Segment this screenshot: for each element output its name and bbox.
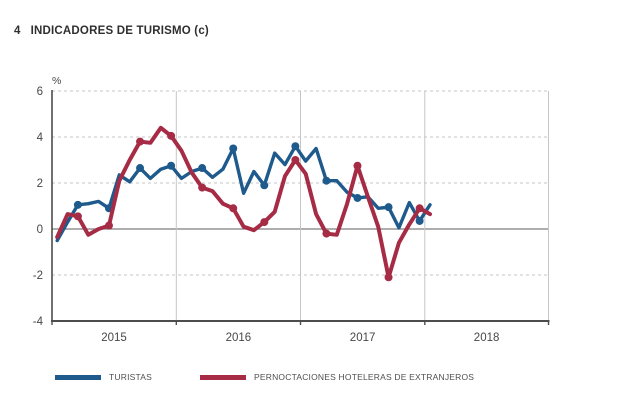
series-0-marker (229, 144, 238, 153)
series-0-marker (73, 200, 82, 209)
series-1-marker (167, 131, 176, 140)
y-tick-label--2: -2 (33, 270, 43, 282)
y-tick-label-2: 2 (37, 178, 43, 190)
y-tick-label-0: 0 (37, 224, 43, 236)
series-1-marker (136, 137, 145, 146)
series-1-marker (384, 273, 393, 282)
x-tick-label-2016: 2016 (226, 332, 252, 344)
series-1-marker (104, 221, 113, 230)
legend-label-turistas: TURISTAS (109, 372, 153, 382)
series-0-marker (136, 164, 145, 173)
series-0-marker (322, 176, 331, 185)
chart-title: 4 INDICADORES DE TURISMO (c) (14, 25, 209, 37)
y-axis-unit-label: % (52, 75, 61, 87)
series-0-marker (291, 142, 300, 151)
series-1-marker (229, 204, 238, 213)
series-1-marker (198, 183, 207, 192)
series-0-marker (198, 164, 207, 173)
series-1-marker (291, 156, 300, 164)
legend-item-turistas: TURISTAS (55, 372, 152, 382)
x-tick-label-2018: 2018 (474, 332, 500, 344)
legend-label-pernoctaciones: PERNOCTACIONES HOTELERAS DE EXTRANJEROS (254, 372, 475, 382)
chart-title-number: 4 (14, 25, 21, 37)
series-0-marker (415, 216, 424, 225)
series-0-marker (260, 181, 269, 190)
chart-legend: TURISTAS PERNOCTACIONES HOTELERAS DE EXT… (0, 372, 640, 388)
y-tick-label-4: 4 (37, 132, 44, 144)
series-1-marker (353, 161, 362, 170)
series-line-1 (55, 125, 432, 280)
chart-title-text: INDICADORES DE TURISMO (c) (30, 25, 209, 37)
y-tick-label-6: 6 (37, 86, 43, 98)
series-0-marker (167, 161, 176, 170)
series-0-marker (384, 203, 393, 212)
y-tick-label--4: -4 (33, 316, 44, 328)
legend-item-pernoctaciones: PERNOCTACIONES HOTELERAS DE EXTRANJEROS (200, 372, 474, 382)
x-tick-label-2017: 2017 (350, 332, 376, 344)
legend-swatch-turistas (55, 374, 101, 380)
series-1-marker (73, 212, 82, 221)
series-0-marker (353, 193, 362, 202)
legend-swatch-pernoctaciones (200, 374, 246, 380)
x-tick-label-2015: 2015 (101, 332, 127, 344)
series-1-marker (415, 204, 424, 213)
series-1-marker (260, 218, 269, 227)
series-1-marker (322, 229, 331, 238)
